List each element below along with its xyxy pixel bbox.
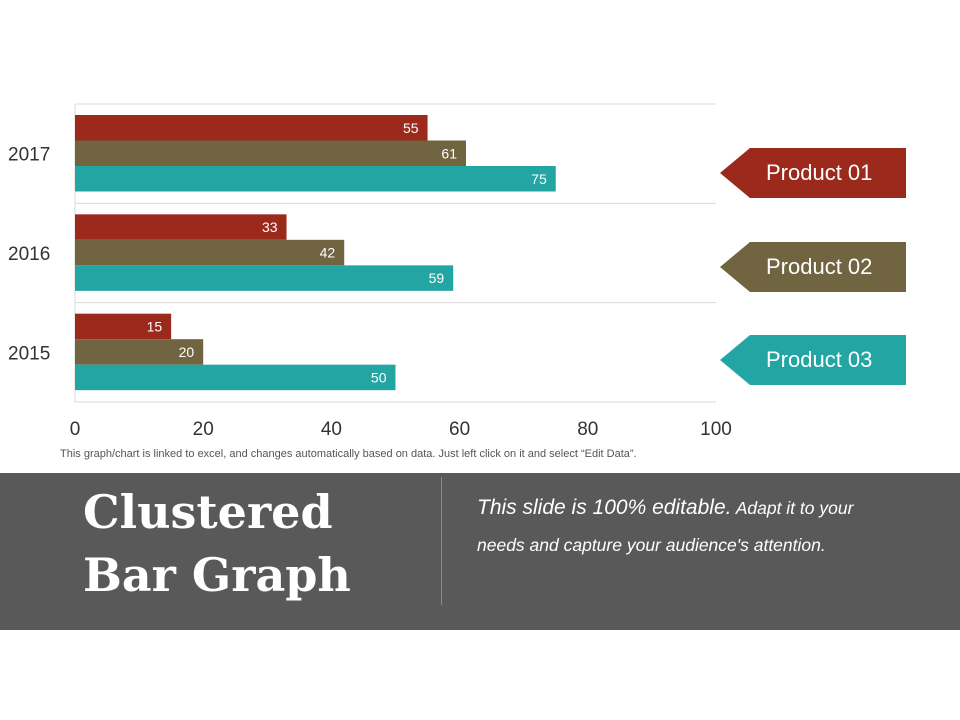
slide-description-rest: Adapt it to your needs and capture your … xyxy=(477,498,854,555)
bar xyxy=(75,166,556,192)
legend-arrow-shape xyxy=(720,335,906,385)
legend-item: Product 03 xyxy=(720,335,906,385)
bar xyxy=(75,364,396,391)
slide-description: This slide is 100% editable. Adapt it to… xyxy=(477,489,897,564)
legend-arrow-shape xyxy=(720,148,906,198)
legend-label: Product 01 xyxy=(766,160,873,185)
x-tick-label: 40 xyxy=(321,419,342,440)
title-banner: Clustered Bar Graph This slide is 100% e… xyxy=(0,473,960,630)
slide-description-lead: This slide is 100% editable. xyxy=(477,496,732,519)
bar xyxy=(75,115,428,141)
bar xyxy=(75,265,454,291)
banner-divider xyxy=(441,477,442,605)
x-tick-label: 20 xyxy=(193,419,214,440)
legend-item: Product 02 xyxy=(720,242,906,292)
data-label: 33 xyxy=(262,219,278,235)
legend-arrow-shape xyxy=(720,242,906,292)
category-label: 2015 xyxy=(8,343,50,364)
x-tick-label: 0 xyxy=(70,419,81,440)
category-label: 2016 xyxy=(8,244,50,265)
data-label: 50 xyxy=(371,369,387,385)
clustered-bar-chart: 55 61 75 2017 33 42 59 2016 15 20 50 2015 0 20 40 60 80 1… xyxy=(8,103,732,440)
data-label: 20 xyxy=(179,344,195,360)
slide-title: Clustered Bar Graph xyxy=(83,485,351,602)
bar xyxy=(75,313,172,340)
data-label: 55 xyxy=(403,120,419,136)
category-label: 2017 xyxy=(8,145,50,166)
x-tick-label: 60 xyxy=(449,419,470,440)
x-tick-label: 80 xyxy=(577,419,598,440)
legend-label: Product 02 xyxy=(766,254,873,279)
data-label: 42 xyxy=(320,245,336,261)
chart-note: This graph/chart is linked to excel, and… xyxy=(60,448,637,460)
bar xyxy=(75,239,345,266)
data-label: 15 xyxy=(147,318,163,334)
bar xyxy=(75,214,287,240)
legend-label: Product 03 xyxy=(766,347,873,372)
data-label: 75 xyxy=(531,171,547,187)
data-label: 61 xyxy=(441,145,457,161)
legend-item: Product 01 xyxy=(720,148,906,198)
data-label: 59 xyxy=(429,270,445,286)
x-tick-label: 100 xyxy=(700,419,732,440)
bar xyxy=(75,140,467,166)
bar xyxy=(75,339,204,365)
